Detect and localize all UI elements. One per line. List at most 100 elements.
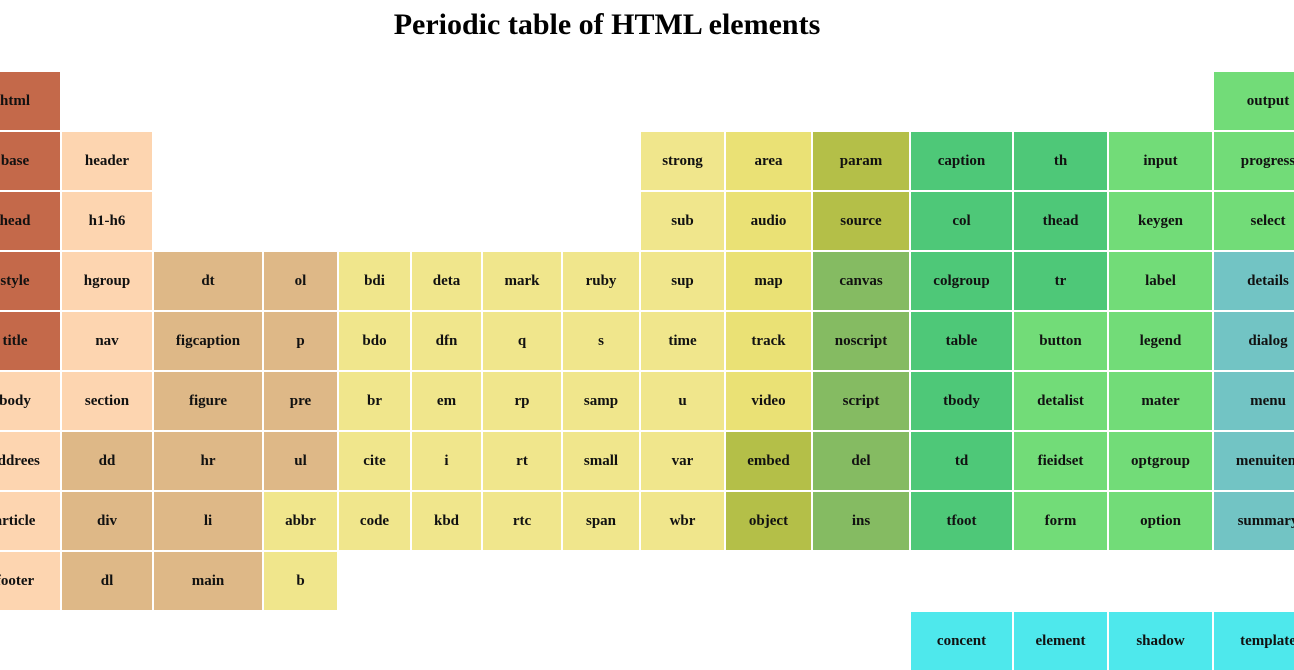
element-cell: hr (154, 432, 262, 490)
element-cell: output (1214, 72, 1294, 130)
element-cell: wbr (641, 492, 724, 550)
element-cell: rp (483, 372, 561, 430)
element-cell: base (0, 132, 60, 190)
element-cell: main (154, 552, 262, 610)
element-cell: deta (412, 252, 481, 310)
element-cell: caption (911, 132, 1012, 190)
element-cell: figure (154, 372, 262, 430)
element-cell: ol (264, 252, 337, 310)
element-cell: tbody (911, 372, 1012, 430)
element-cell: span (563, 492, 639, 550)
element-cell: col (911, 192, 1012, 250)
element-cell: rt (483, 432, 561, 490)
element-cell: menu (1214, 372, 1294, 430)
element-cell: figcaption (154, 312, 262, 370)
element-cell: cite (339, 432, 410, 490)
element-cell: html (0, 72, 60, 130)
element-cell: s (563, 312, 639, 370)
element-cell: track (726, 312, 811, 370)
element-cell: q (483, 312, 561, 370)
element-cell: rtc (483, 492, 561, 550)
element-cell: table (911, 312, 1012, 370)
element-cell: br (339, 372, 410, 430)
page-title: Periodic table of HTML elements (393, 8, 821, 41)
element-cell: ins (813, 492, 909, 550)
element-cell: th (1014, 132, 1107, 190)
element-cell: dialog (1214, 312, 1294, 370)
element-cell: i (412, 432, 481, 490)
element-cell: keygen (1109, 192, 1212, 250)
element-cell: small (563, 432, 639, 490)
element-cell: noscript (813, 312, 909, 370)
element-cell: code (339, 492, 410, 550)
element-cell: section (62, 372, 152, 430)
element-cell: head (0, 192, 60, 250)
element-cell: audio (726, 192, 811, 250)
element-cell: header (62, 132, 152, 190)
element-cell: fieidset (1014, 432, 1107, 490)
element-cell: video (726, 372, 811, 430)
element-cell: map (726, 252, 811, 310)
element-cell: canvas (813, 252, 909, 310)
element-cell: form (1014, 492, 1107, 550)
element-cell: param (813, 132, 909, 190)
element-cell: label (1109, 252, 1212, 310)
element-cell: concent (911, 612, 1012, 670)
element-cell: optgroup (1109, 432, 1212, 490)
element-cell: addrees (0, 432, 60, 490)
element-cell: progress (1214, 132, 1294, 190)
element-cell: article (0, 492, 60, 550)
element-cell: mater (1109, 372, 1212, 430)
element-cell: object (726, 492, 811, 550)
element-cell: abbr (264, 492, 337, 550)
element-cell: body (0, 372, 60, 430)
element-cell: select (1214, 192, 1294, 250)
element-cell: ul (264, 432, 337, 490)
element-cell: dd (62, 432, 152, 490)
element-cell: colgroup (911, 252, 1012, 310)
element-cell: u (641, 372, 724, 430)
element-cell: option (1109, 492, 1212, 550)
element-cell: source (813, 192, 909, 250)
element-cell: div (62, 492, 152, 550)
element-cell: sub (641, 192, 724, 250)
element-cell: h1-h6 (62, 192, 152, 250)
element-cell: hgroup (62, 252, 152, 310)
element-cell: script (813, 372, 909, 430)
element-cell: var (641, 432, 724, 490)
element-cell: summary (1214, 492, 1294, 550)
element-cell: tr (1014, 252, 1107, 310)
element-cell: bdo (339, 312, 410, 370)
element-cell: button (1014, 312, 1107, 370)
element-cell: details (1214, 252, 1294, 310)
element-cell: legend (1109, 312, 1212, 370)
element-cell: thead (1014, 192, 1107, 250)
element-cell: p (264, 312, 337, 370)
element-cell: samp (563, 372, 639, 430)
element-cell: shadow (1109, 612, 1212, 670)
element-cell: style (0, 252, 60, 310)
element-cell: ruby (563, 252, 639, 310)
element-cell: b (264, 552, 337, 610)
element-cell: detalist (1014, 372, 1107, 430)
element-cell: strong (641, 132, 724, 190)
element-cell: del (813, 432, 909, 490)
element-cell: footer (0, 552, 60, 610)
element-cell: time (641, 312, 724, 370)
element-cell: kbd (412, 492, 481, 550)
element-cell: template (1214, 612, 1294, 670)
element-cell: element (1014, 612, 1107, 670)
element-cell: tfoot (911, 492, 1012, 550)
element-cell: bdi (339, 252, 410, 310)
element-cell: td (911, 432, 1012, 490)
element-cell: dt (154, 252, 262, 310)
element-cell: area (726, 132, 811, 190)
element-cell: mark (483, 252, 561, 310)
element-cell: embed (726, 432, 811, 490)
element-cell: dl (62, 552, 152, 610)
element-cell: li (154, 492, 262, 550)
element-cell: dfn (412, 312, 481, 370)
element-cell: nav (62, 312, 152, 370)
element-cell: title (0, 312, 60, 370)
